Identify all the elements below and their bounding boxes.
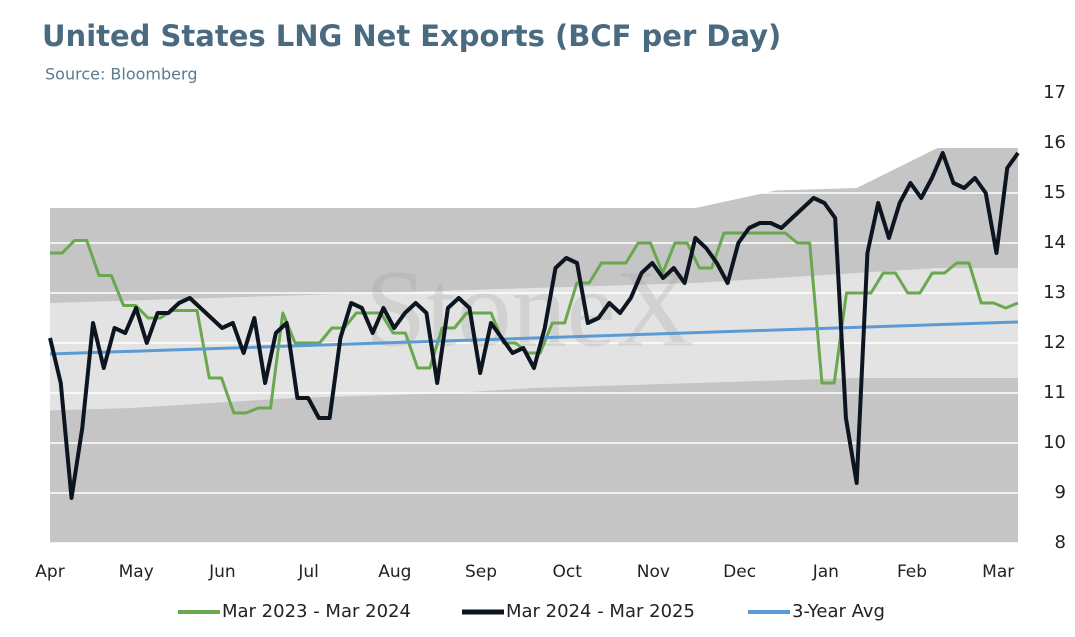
x-tick-label: Jul bbox=[297, 562, 319, 582]
x-tick-label: Sep bbox=[465, 562, 497, 582]
grid bbox=[50, 92, 1018, 544]
x-tick-label: Nov bbox=[637, 562, 670, 582]
x-tick-label: Jun bbox=[208, 562, 236, 582]
y-tick-label: 17 bbox=[1043, 82, 1066, 103]
y-tick-label: 14 bbox=[1043, 232, 1066, 253]
y-tick-label: 10 bbox=[1043, 432, 1066, 453]
chart-title: United States LNG Net Exports (BCF per D… bbox=[42, 19, 781, 53]
y-tick-label: 13 bbox=[1043, 282, 1066, 303]
legend-label: 3-Year Avg bbox=[792, 601, 885, 622]
x-tick-label: Apr bbox=[35, 562, 64, 582]
x-tick-label: Jan bbox=[812, 562, 839, 582]
x-tick-label: Aug bbox=[378, 562, 411, 582]
chart-subtitle: Source: Bloomberg bbox=[45, 65, 197, 84]
series-line bbox=[48, 151, 1020, 500]
y-tick-label: 9 bbox=[1055, 482, 1066, 503]
watermark: StoneX bbox=[365, 247, 695, 369]
x-tick-label: Feb bbox=[897, 562, 927, 582]
x-tick-label: Dec bbox=[723, 562, 756, 582]
legend-label: Mar 2024 - Mar 2025 bbox=[506, 601, 695, 622]
series-line bbox=[49, 320, 1019, 356]
x-tick-label: May bbox=[119, 562, 154, 582]
lines bbox=[48, 151, 1020, 500]
x-tick-label: Oct bbox=[552, 562, 582, 582]
axes: 8 9 10 11 12 13 14 15 16 17 Apr May Jun Jul Aug Sep Oct N… bbox=[35, 82, 1066, 622]
series-line bbox=[50, 231, 1019, 415]
y-tick-label: 12 bbox=[1043, 332, 1066, 353]
y-tick-label: 8 bbox=[1055, 532, 1066, 553]
x-tick-label: Mar bbox=[982, 562, 1014, 582]
legend-label: Mar 2023 - Mar 2024 bbox=[222, 601, 411, 622]
y-tick-label: 11 bbox=[1043, 382, 1066, 403]
y-tick-label: 15 bbox=[1043, 182, 1066, 203]
y-tick-label: 16 bbox=[1043, 132, 1066, 153]
